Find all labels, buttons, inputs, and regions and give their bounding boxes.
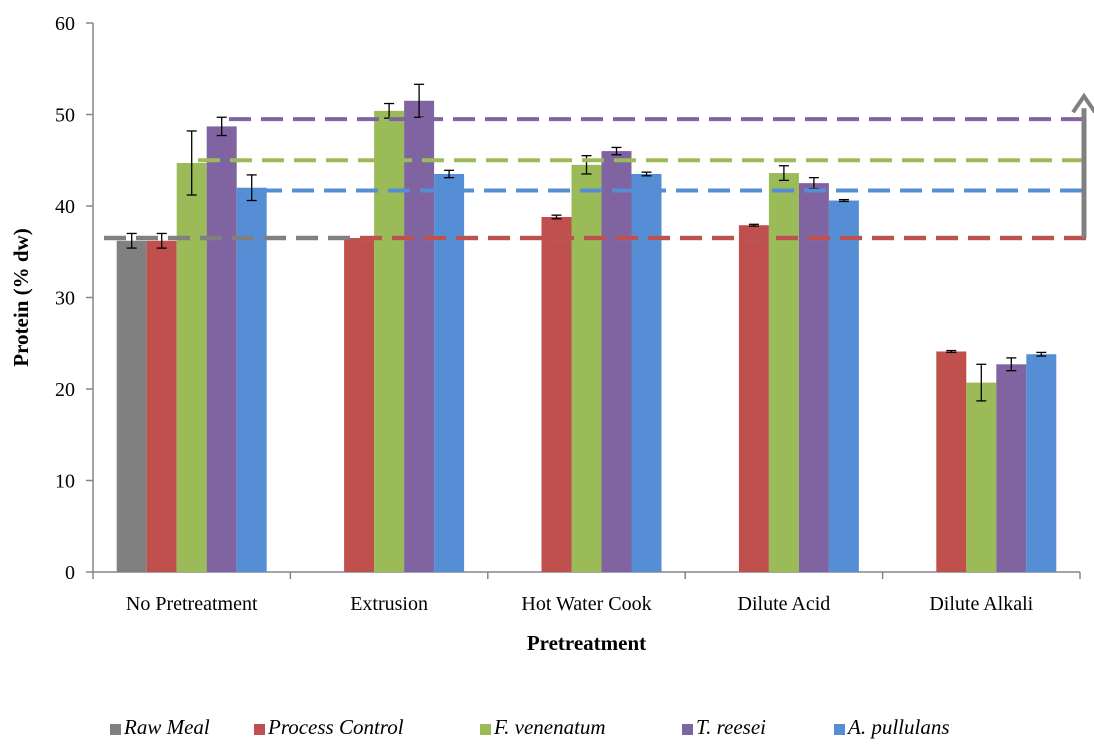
bar xyxy=(344,238,375,572)
x-tick-label: Dilute Acid xyxy=(738,593,831,615)
legend-swatch xyxy=(480,724,491,735)
y-tick-label: 10 xyxy=(55,471,75,493)
bar xyxy=(1026,354,1057,572)
bar xyxy=(434,173,465,572)
bar xyxy=(936,351,967,572)
legend-swatch xyxy=(254,724,265,735)
bar xyxy=(541,216,572,573)
legend-label: A. pullulans xyxy=(846,715,950,739)
bar xyxy=(571,164,602,572)
arrow-head xyxy=(1071,92,1094,114)
bar xyxy=(236,187,267,572)
bar xyxy=(116,240,147,572)
bar xyxy=(176,162,207,572)
x-tick-label: Extrusion xyxy=(350,593,428,615)
y-tick-label: 40 xyxy=(55,196,75,218)
legend-label: Raw Meal xyxy=(123,715,210,739)
bar xyxy=(966,382,997,572)
bar xyxy=(404,100,435,573)
x-tick-label: Hot Water Cook xyxy=(521,593,651,615)
y-tick-label: 0 xyxy=(65,562,75,584)
bar xyxy=(768,173,799,572)
bar xyxy=(738,225,769,572)
bar xyxy=(374,110,405,572)
legend-swatch xyxy=(110,724,121,735)
bar xyxy=(146,240,177,572)
legend-label: F. venenatum xyxy=(493,715,606,739)
bar xyxy=(601,151,632,572)
bar xyxy=(828,200,859,572)
legend-swatch xyxy=(682,724,693,735)
y-tick-label: 50 xyxy=(55,105,75,127)
y-axis-title: Protein (% dw) xyxy=(9,228,33,366)
y-tick-label: 20 xyxy=(55,379,75,401)
legend-label: T. reesei xyxy=(696,715,766,739)
x-tick-label: No Pretreatment xyxy=(126,593,258,615)
x-axis-title: Pretreatment xyxy=(527,631,646,655)
legend-label: Process Control xyxy=(267,715,404,739)
bar xyxy=(631,173,662,572)
bar xyxy=(206,126,237,573)
bar xyxy=(996,364,1027,572)
y-tick-label: 60 xyxy=(55,13,75,35)
y-tick-label: 30 xyxy=(55,288,75,310)
x-tick-label: Dilute Alkali xyxy=(929,593,1033,615)
legend-swatch xyxy=(834,724,845,735)
bar xyxy=(798,183,829,572)
